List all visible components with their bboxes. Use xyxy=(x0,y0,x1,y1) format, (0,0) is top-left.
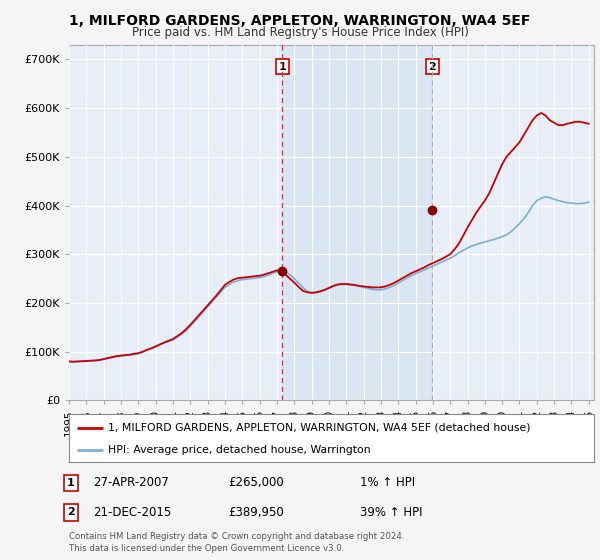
Text: 21-DEC-2015: 21-DEC-2015 xyxy=(93,506,171,519)
Text: HPI: Average price, detached house, Warrington: HPI: Average price, detached house, Warr… xyxy=(109,445,371,455)
Text: 2: 2 xyxy=(67,507,74,517)
Text: 1, MILFORD GARDENS, APPLETON, WARRINGTON, WA4 5EF (detached house): 1, MILFORD GARDENS, APPLETON, WARRINGTON… xyxy=(109,423,531,433)
Text: Contains HM Land Registry data © Crown copyright and database right 2024.
This d: Contains HM Land Registry data © Crown c… xyxy=(69,533,404,553)
Text: 1: 1 xyxy=(278,62,286,72)
Text: £265,000: £265,000 xyxy=(228,476,284,489)
Text: 39% ↑ HPI: 39% ↑ HPI xyxy=(360,506,422,519)
Text: 27-APR-2007: 27-APR-2007 xyxy=(93,476,169,489)
Text: 1% ↑ HPI: 1% ↑ HPI xyxy=(360,476,415,489)
Text: £389,950: £389,950 xyxy=(228,506,284,519)
Text: Price paid vs. HM Land Registry's House Price Index (HPI): Price paid vs. HM Land Registry's House … xyxy=(131,26,469,39)
Text: 1: 1 xyxy=(67,478,74,488)
Text: 2: 2 xyxy=(428,62,436,72)
Text: 1, MILFORD GARDENS, APPLETON, WARRINGTON, WA4 5EF: 1, MILFORD GARDENS, APPLETON, WARRINGTON… xyxy=(70,14,530,28)
Bar xyxy=(283,45,433,400)
